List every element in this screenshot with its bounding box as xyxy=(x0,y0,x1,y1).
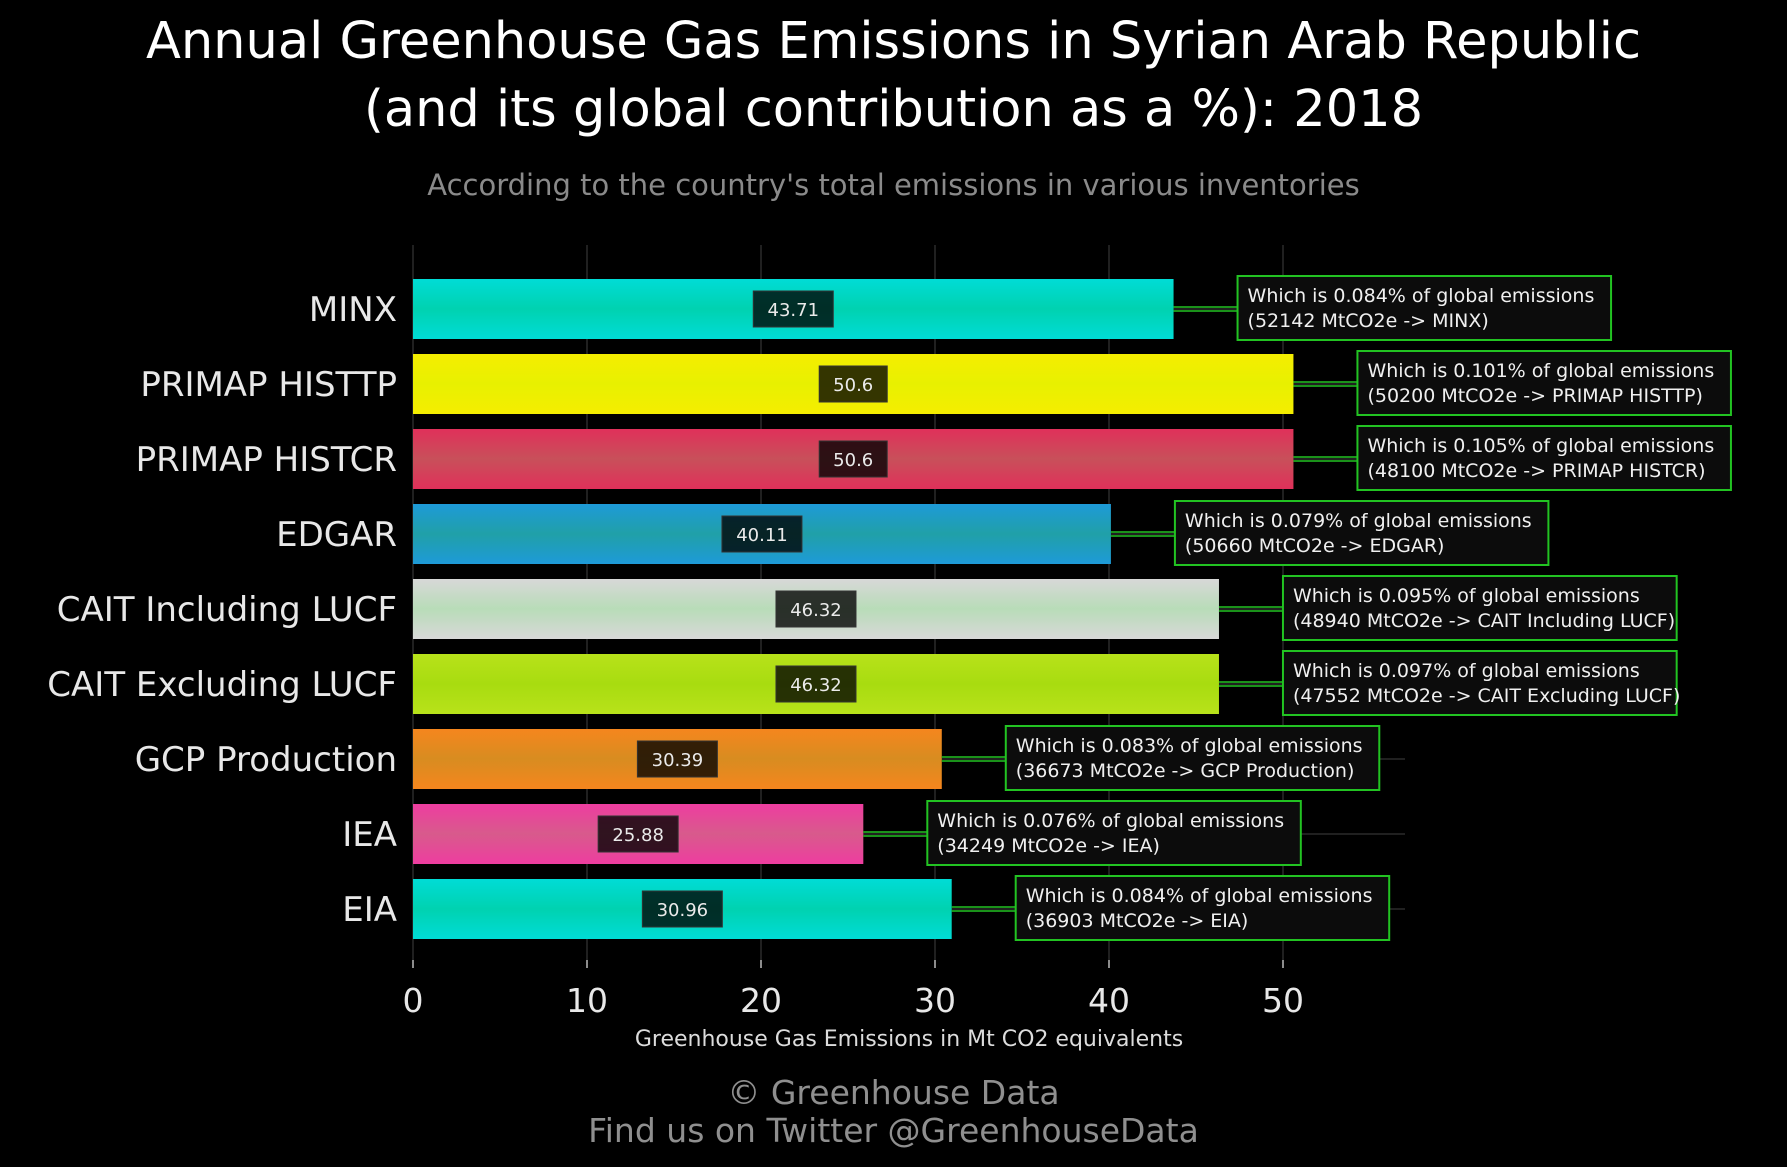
annotation-line-2: (36903 MtCO2e -> EIA) xyxy=(1026,910,1249,932)
category-label: CAIT Including LUCF xyxy=(57,590,397,630)
x-tick-label: 0 xyxy=(403,981,424,1020)
chart-subtitle: According to the country's total emissio… xyxy=(427,168,1360,202)
value-label-box xyxy=(597,815,679,853)
value-label: 30.96 xyxy=(657,900,709,921)
value-label-box xyxy=(818,440,888,478)
value-label-box xyxy=(775,665,857,703)
x-tick-label: 20 xyxy=(740,981,782,1020)
annotation-box xyxy=(1356,350,1732,416)
bars: MINX 43.71 PRIMAP HISTTP 50.6 PRIMAP HISTCR 5… xyxy=(47,279,1294,939)
chart-title: Annual Greenhouse Gas Emissions in Syria… xyxy=(0,8,1787,144)
annotation-line-1: Which is 0.084% of global emissions xyxy=(1026,885,1373,907)
footer-twitter: Find us on Twitter @GreenhouseData xyxy=(588,1111,1199,1150)
chart-title-line-1: Annual Greenhouse Gas Emissions in Syria… xyxy=(145,12,1642,71)
annotation-line-1: Which is 0.101% of global emissions xyxy=(1367,360,1714,382)
value-label: 25.88 xyxy=(612,825,664,846)
value-label: 46.32 xyxy=(790,600,842,621)
annotation-box xyxy=(1281,650,1678,716)
annotation-line-1: Which is 0.095% of global emissions xyxy=(1293,585,1640,607)
annotation-line-2: (48940 MtCO2e -> CAIT Including LUCF) xyxy=(1293,610,1675,632)
value-label: 43.71 xyxy=(768,300,820,321)
annotation-line-1: Which is 0.105% of global emissions xyxy=(1367,435,1714,457)
x-tick-label: 50 xyxy=(1262,981,1304,1020)
category-label: PRIMAP HISTTP xyxy=(140,365,397,405)
annotation-line-2: (34249 MtCO2e -> IEA) xyxy=(937,835,1160,857)
value-label: 46.32 xyxy=(790,675,842,696)
annotation-line-2: (50200 MtCO2e -> PRIMAP HISTTP) xyxy=(1367,385,1702,407)
footer: © Greenhouse Data Find us on Twitter @Gr… xyxy=(0,1074,1787,1150)
annotation-box xyxy=(1281,575,1678,641)
value-label-box xyxy=(752,290,834,328)
value-label-box xyxy=(641,890,723,928)
footer-copyright: © Greenhouse Data xyxy=(727,1073,1060,1112)
category-label: GCP Production xyxy=(135,740,397,780)
annotation-line-2: (50660 MtCO2e -> EDGAR) xyxy=(1185,535,1445,557)
value-label-box xyxy=(721,515,803,553)
category-label: EDGAR xyxy=(276,515,397,555)
x-tick-label: 40 xyxy=(1088,981,1130,1020)
annotation-line-1: Which is 0.076% of global emissions xyxy=(937,810,1284,832)
x-tick-label: 30 xyxy=(914,981,956,1020)
value-label-box xyxy=(636,740,718,778)
category-label: MINX xyxy=(309,290,397,330)
category-label: CAIT Excluding LUCF xyxy=(47,665,397,705)
annotation-line-1: Which is 0.097% of global emissions xyxy=(1293,660,1640,682)
chart-title-line-2: (and its global contribution as a %): 20… xyxy=(363,80,1424,139)
annotation-line-2: (52142 MtCO2e -> MINX) xyxy=(1248,310,1489,332)
annotation-box xyxy=(1236,275,1613,341)
value-label-box xyxy=(775,590,857,628)
x-tick-label: 10 xyxy=(566,981,608,1020)
category-label: IEA xyxy=(342,815,397,855)
annotation-box xyxy=(1014,875,1391,941)
annotation-line-1: Which is 0.083% of global emissions xyxy=(1016,735,1363,757)
category-label: PRIMAP HISTCR xyxy=(136,440,397,480)
annotation-line-1: Which is 0.079% of global emissions xyxy=(1185,510,1532,532)
value-label: 40.11 xyxy=(736,525,788,546)
annotation-box xyxy=(1004,725,1381,791)
value-label: 30.39 xyxy=(652,750,704,771)
value-label-box xyxy=(818,365,888,403)
category-label: EIA xyxy=(342,890,397,930)
annotation-box xyxy=(926,800,1302,866)
annotation-box xyxy=(1356,425,1732,491)
annotation-line-2: (48100 MtCO2e -> PRIMAP HISTCR) xyxy=(1367,460,1705,482)
x-axis: 0 10 20 30 40 50 Greenhouse Gas Emissions in M… xyxy=(403,960,1304,1052)
annotation-line-1: Which is 0.084% of global emissions xyxy=(1248,285,1595,307)
x-axis-label: Greenhouse Gas Emissions in Mt CO2 equiv… xyxy=(635,1027,1183,1052)
annotation-line-2: (47552 MtCO2e -> CAIT Excluding LUCF) xyxy=(1293,685,1680,707)
annotation-line-2: (36673 MtCO2e -> GCP Production) xyxy=(1016,760,1355,782)
annotation-box xyxy=(1173,500,1550,566)
annotations: Which is 0.084% of global emissions (5214… xyxy=(863,275,1732,941)
bar-chart: MINX 43.71 PRIMAP HISTTP 50.6 PRIMAP HISTCR 5… xyxy=(47,245,1732,1052)
value-label: 50.6 xyxy=(833,450,873,471)
value-label: 50.6 xyxy=(833,375,873,396)
